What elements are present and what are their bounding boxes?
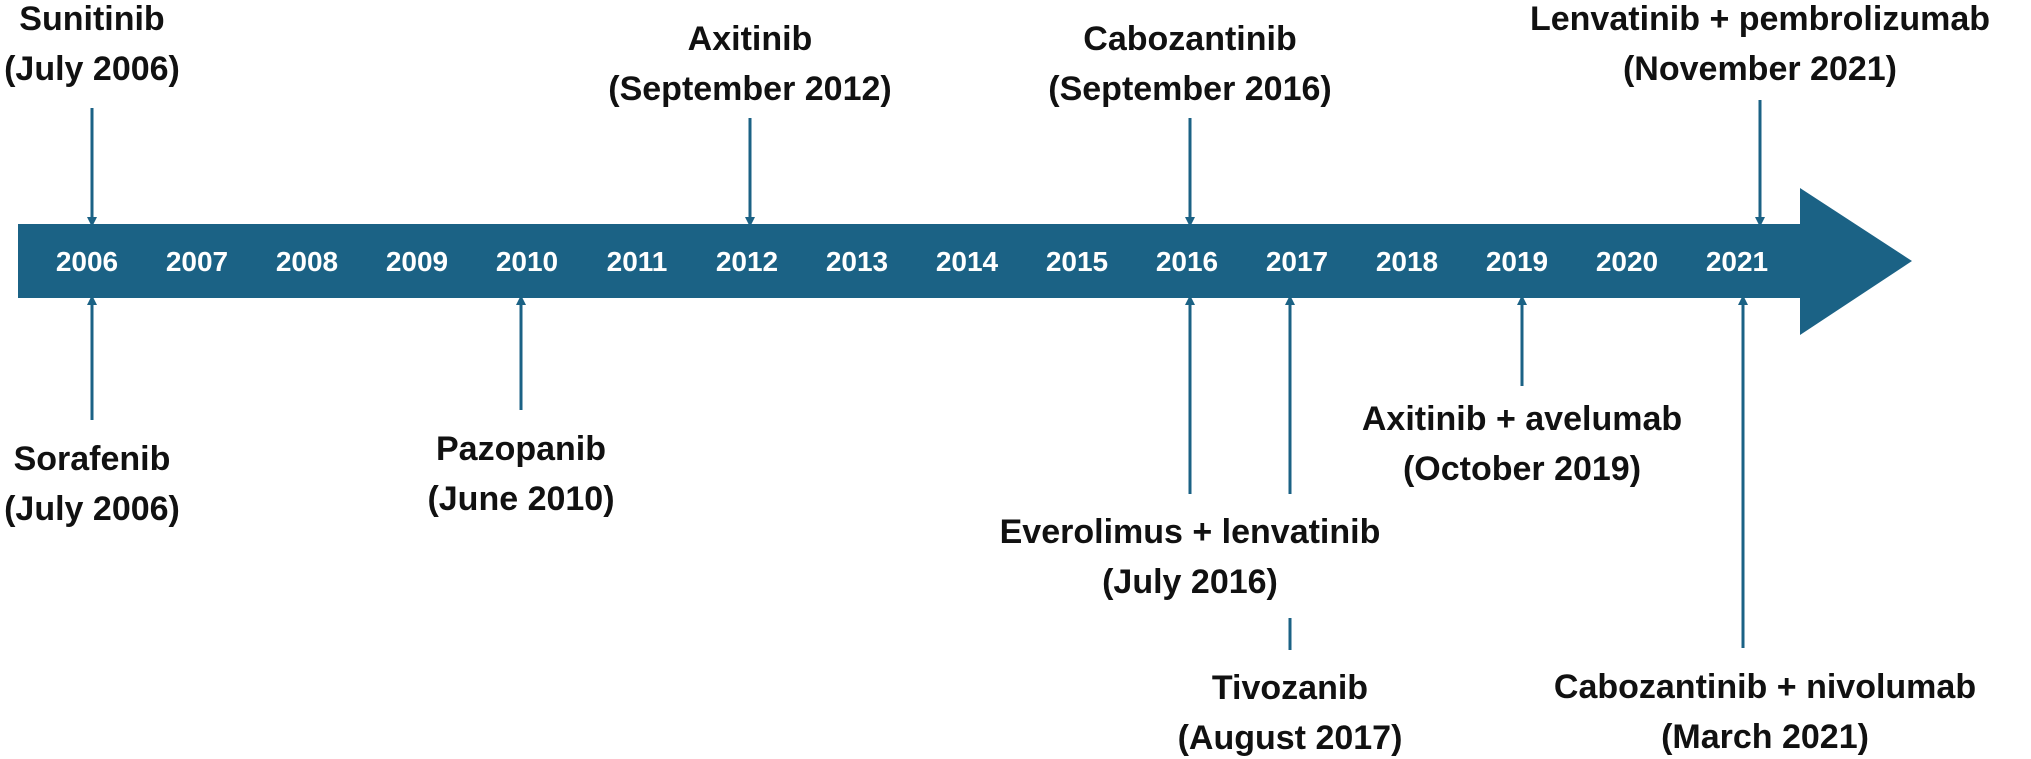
year-label-2009: 2009 xyxy=(386,246,448,277)
event-above-0-date: (July 2006) xyxy=(4,50,180,88)
event-above-0-drug: Sunitinib xyxy=(19,0,164,38)
event-below-4-date: (October 2019) xyxy=(1403,450,1641,488)
year-label-2015: 2015 xyxy=(1046,246,1108,277)
event-below-1-drug: Pazopanib xyxy=(436,430,606,468)
year-label-2019: 2019 xyxy=(1486,246,1548,277)
year-label-2013: 2013 xyxy=(826,246,888,277)
event-below-3-date: (August 2017) xyxy=(1178,719,1403,757)
event-below-4-drug: Axitinib + avelumab xyxy=(1362,400,1682,438)
event-below-2-date: (July 2016) xyxy=(1102,563,1278,601)
year-label-2006: 2006 xyxy=(56,246,118,277)
year-label-2010: 2010 xyxy=(496,246,558,277)
event-below-1-date: (June 2010) xyxy=(427,480,614,518)
event-below-5-date: (March 2021) xyxy=(1661,718,1869,756)
year-label-2020: 2020 xyxy=(1596,246,1658,277)
year-label-2018: 2018 xyxy=(1376,246,1438,277)
event-below-0-drug: Sorafenib xyxy=(14,440,171,478)
year-label-2011: 2011 xyxy=(607,246,668,277)
event-below-3-drug: Tivozanib xyxy=(1212,669,1368,707)
event-below-5-drug: Cabozantinib + nivolumab xyxy=(1554,668,1976,706)
event-above-2-drug: Cabozantinib xyxy=(1083,20,1296,58)
year-label-2012: 2012 xyxy=(716,246,778,277)
event-below-2-drug: Everolimus + lenvatinib xyxy=(1000,513,1381,551)
year-label-2008: 2008 xyxy=(276,246,338,277)
year-label-2021: 2021 xyxy=(1706,246,1768,277)
event-above-1-drug: Axitinib xyxy=(688,20,813,58)
event-above-3-drug: Lenvatinib + pembrolizumab xyxy=(1530,0,1990,38)
year-label-2017: 2017 xyxy=(1266,246,1328,277)
year-label-2016: 2016 xyxy=(1156,246,1218,277)
event-above-1-date: (September 2012) xyxy=(608,70,891,108)
event-above-3-date: (November 2021) xyxy=(1623,50,1897,88)
year-label-2014: 2014 xyxy=(936,246,999,277)
year-label-2007: 2007 xyxy=(166,246,228,277)
event-above-2-date: (September 2016) xyxy=(1048,70,1331,108)
event-below-0-date: (July 2006) xyxy=(4,490,180,528)
timeline-arrow xyxy=(18,188,1912,335)
